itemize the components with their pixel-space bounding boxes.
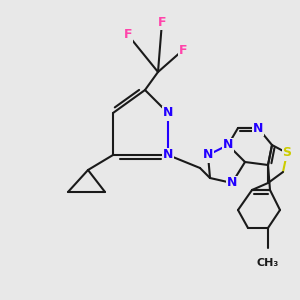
Text: F: F bbox=[179, 44, 187, 56]
Text: N: N bbox=[163, 106, 173, 119]
Text: N: N bbox=[227, 176, 237, 190]
Text: N: N bbox=[163, 148, 173, 161]
Text: F: F bbox=[124, 28, 132, 41]
Text: N: N bbox=[253, 122, 263, 134]
Text: F: F bbox=[158, 16, 166, 28]
Text: S: S bbox=[283, 146, 292, 160]
Text: CH₃: CH₃ bbox=[257, 258, 279, 268]
Text: N: N bbox=[223, 139, 233, 152]
Text: N: N bbox=[203, 148, 213, 161]
